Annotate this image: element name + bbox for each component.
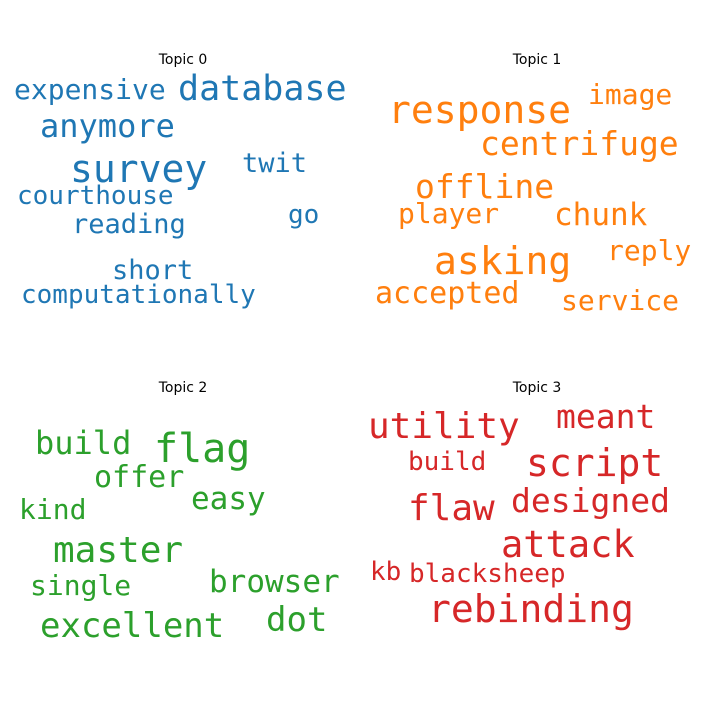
word-0-anymore: anymore (40, 107, 175, 145)
word-1-accepted: accepted (375, 276, 520, 311)
topic-2-panel: Topic 2 flag master excellent build dot … (0, 360, 360, 720)
word-0-twit: twit (242, 148, 308, 179)
word-3-flaw: flaw (408, 488, 495, 529)
word-0-database: database (178, 69, 347, 109)
topic-2-title: Topic 2 (158, 380, 208, 396)
word-1-response: response (388, 88, 572, 132)
word-1-image: image (588, 78, 673, 111)
word-3-build: build (408, 447, 487, 477)
word-2-easy: easy (191, 481, 266, 517)
word-1-asking: asking (434, 239, 572, 283)
word-0-short: short (112, 255, 194, 286)
word-2-build: build (35, 424, 132, 462)
word-3-kb: kb (370, 557, 402, 587)
topic-0-title: Topic 0 (158, 52, 208, 68)
word-2-kind: kind (19, 493, 87, 526)
word-3-rebinding: rebinding (428, 587, 634, 631)
word-1-reply: reply (607, 234, 692, 267)
topic-1-panel: Topic 1 response asking centrifuge offli… (360, 0, 720, 360)
topic-1-title: Topic 1 (512, 52, 562, 68)
word-3-attack: attack (501, 523, 635, 566)
topic-0-panel: Topic 0 survey database anymore expensiv… (0, 0, 360, 360)
word-2-master: master (53, 530, 184, 571)
word-3-script: script (526, 441, 664, 485)
word-1-service: service (561, 284, 680, 317)
word-0-expensive: expensive (14, 73, 166, 106)
word-0-go: go (288, 200, 320, 230)
word-1-chunk: chunk (554, 197, 648, 233)
word-3-utility: utility (368, 406, 520, 447)
word-2-excellent: excellent (40, 606, 225, 646)
word-1-player: player (398, 197, 500, 230)
word-0-survey: survey (70, 147, 208, 191)
word-2-dot: dot (266, 600, 328, 640)
word-0-reading: reading (72, 209, 186, 240)
word-3-meant: meant (556, 397, 656, 436)
word-0-courthouse: courthouse (17, 181, 174, 211)
topic-3-title: Topic 3 (512, 380, 562, 396)
topic-3-panel: Topic 3 script rebinding attack utility … (360, 360, 720, 720)
word-2-browser: browser (209, 564, 340, 600)
word-2-flag: flag (154, 426, 251, 472)
word-2-offer: offer (94, 460, 185, 495)
word-3-designed: designed (511, 481, 670, 520)
word-1-centrifuge: centrifuge (480, 124, 679, 163)
word-2-single: single (30, 569, 132, 602)
word-0-computationally: computationally (21, 280, 256, 310)
word-3-blacksheep: blacksheep (409, 559, 566, 589)
word-1-offline: offline (415, 167, 555, 206)
